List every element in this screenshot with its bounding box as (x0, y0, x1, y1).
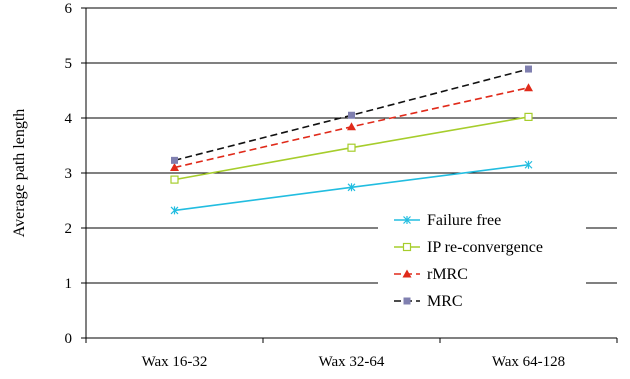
y-tick-label: 5 (65, 56, 73, 72)
data-point-marker (402, 269, 412, 278)
legend-entry: IP re-convergence (394, 239, 543, 256)
data-point-marker (403, 297, 411, 305)
legend-label: Failure free (427, 212, 501, 229)
legend-entry: Failure free (394, 212, 501, 229)
data-point-marker (402, 242, 412, 252)
data-point-marker (347, 183, 356, 192)
y-tick-label: 0 (65, 331, 73, 347)
y-axis-title: Average path length (11, 109, 28, 238)
series-2 (170, 83, 533, 171)
x-tick-label: Wax 16-32 (142, 354, 208, 370)
legend-entry: MRC (394, 293, 463, 310)
y-tick-label: 1 (65, 276, 73, 292)
data-point-marker (170, 175, 179, 184)
x-tick-label: Wax 64-128 (492, 354, 565, 370)
legend: Failure free IP re-convergence rMRC MRC (378, 198, 586, 326)
data-point-marker (348, 111, 355, 119)
series-3 (171, 65, 532, 164)
data-point-marker (524, 160, 533, 169)
y-tick-label: 6 (65, 1, 73, 17)
y-tick-label: 2 (65, 221, 73, 237)
series-1 (170, 112, 533, 184)
series-layer (170, 65, 533, 215)
y-tick-label: 3 (65, 166, 73, 182)
x-axis-ticks: Wax 16-32 Wax 32-64 Wax 64-128 (85, 338, 618, 370)
y-tick-label: 4 (65, 111, 73, 127)
data-point-marker (403, 216, 411, 224)
series-0 (170, 160, 533, 215)
data-point-marker (347, 143, 356, 152)
x-tick-label: Wax 32-64 (319, 354, 385, 370)
data-point-marker (171, 156, 178, 164)
data-point-marker (170, 163, 179, 171)
legend-label: IP re-convergence (427, 239, 543, 256)
data-point-marker (525, 65, 532, 73)
legend-entry: rMRC (394, 266, 468, 283)
legend-label: rMRC (427, 266, 468, 283)
y-axis-ticks: 0 1 2 3 4 5 6 (65, 1, 86, 347)
data-point-marker (524, 83, 533, 92)
data-point-marker (347, 122, 356, 131)
legend-label: MRC (427, 293, 463, 310)
data-point-marker (524, 112, 533, 122)
data-point-marker (170, 206, 179, 215)
